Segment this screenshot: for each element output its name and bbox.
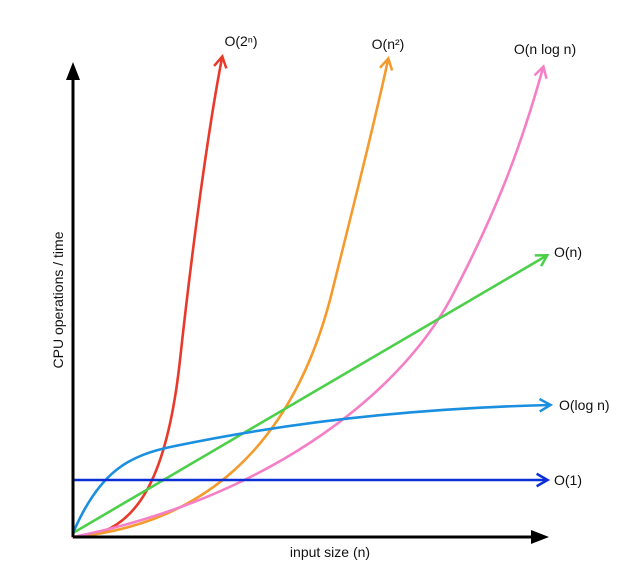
series-label-nlogn: O(n log n): [514, 41, 576, 57]
y-axis-arrow: [66, 62, 80, 80]
series-label-log: O(log n): [559, 397, 610, 413]
series-label-exp2: O(2ⁿ): [224, 33, 257, 49]
x-axis-arrow: [531, 530, 549, 544]
y-axis-label: CPU operations / time: [50, 231, 66, 368]
series-line-exp2: [71, 53, 228, 539]
series-line-linear: [71, 253, 550, 535]
series-labels: O(2ⁿ) O(n²) O(n log n) O(n) O(log n) O(1): [224, 33, 609, 488]
series-label-linear: O(n): [554, 244, 582, 260]
series-line-nlogn: [71, 64, 548, 539]
series-label-quadratic: O(n²): [372, 36, 405, 52]
series-label-constant: O(1): [554, 472, 582, 488]
series-line-quadratic: [71, 56, 394, 539]
x-axis-label: input size (n): [290, 544, 370, 560]
series-line-log: [71, 397, 554, 535]
axes: [66, 62, 549, 544]
series-layer: [71, 53, 554, 539]
